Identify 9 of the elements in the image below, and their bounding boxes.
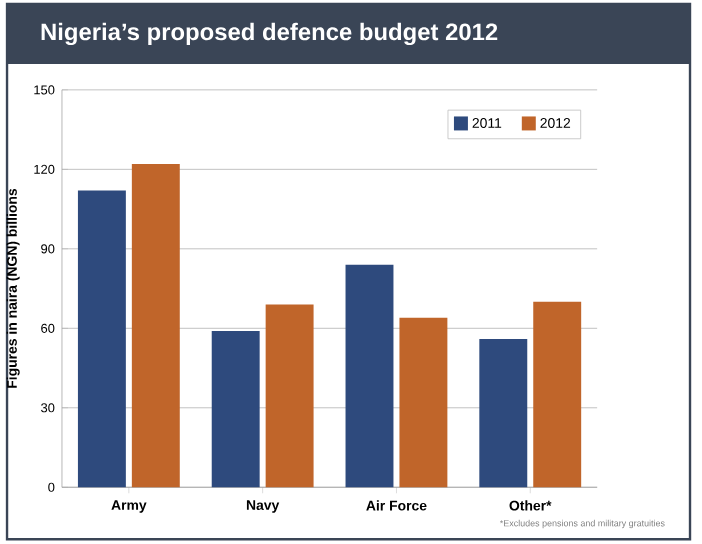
bar: [533, 302, 582, 488]
bar: [131, 164, 180, 488]
chart-title: Nigeria’s proposed defence budget 2012: [41, 23, 498, 46]
bar: [77, 190, 126, 488]
bar: [211, 331, 260, 488]
bar: [345, 265, 394, 488]
bar: [265, 304, 314, 488]
bar: [479, 339, 528, 488]
bar: [399, 318, 448, 488]
